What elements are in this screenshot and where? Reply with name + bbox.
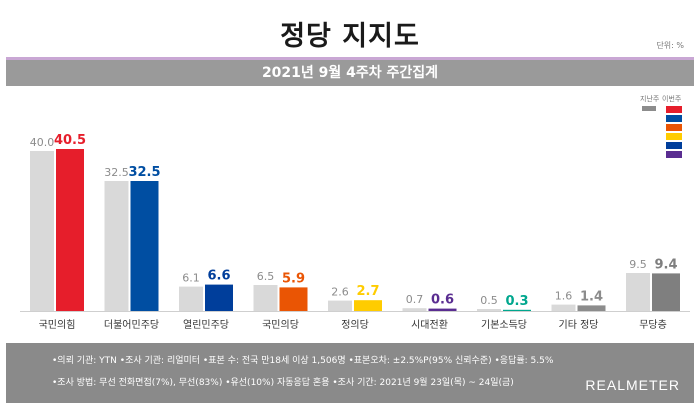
bar-curr-7 [577, 305, 606, 311]
legend-curr-swatch-0 [666, 106, 682, 113]
footer-line-1: •의뢰 기관: YTN •조사 기관: 리얼미터 •표본 수: 전국 만18세 … [52, 356, 554, 366]
bar-curr-4 [354, 300, 382, 311]
brand-logo: REALMETER [585, 377, 680, 393]
bar-prev-0 [30, 151, 54, 311]
legend-curr-swatch-4 [666, 142, 682, 149]
legend-prev-label: 지난주 [640, 95, 660, 103]
category-label-0: 국민의힘 [39, 319, 76, 331]
footer-line-2: •조사 방법: 무선 전화면접(7%), 무선(83%) •유선(10%) 자동… [52, 378, 514, 388]
category-label-4: 정의당 [341, 319, 369, 331]
legend-curr-label: 이번주 [662, 95, 682, 103]
category-label-8: 무당층 [639, 319, 667, 331]
value-label-prev-4: 2.6 [331, 286, 349, 299]
bar-prev-8 [626, 273, 650, 311]
bar-curr-0 [56, 149, 84, 311]
bar-curr-1 [130, 181, 159, 311]
bar-curr-2 [205, 284, 233, 311]
bar-prev-3 [253, 285, 278, 311]
category-label-5: 시대전환 [411, 319, 448, 331]
value-label-prev-0: 40.0 [30, 136, 55, 149]
value-label-curr-1: 32.5 [128, 165, 160, 180]
category-label-1: 더불어민주당 [104, 319, 159, 331]
legend-curr-swatch-5 [666, 151, 682, 158]
value-label-prev-6: 0.5 [480, 294, 498, 307]
bar-prev-4 [328, 300, 352, 311]
value-label-curr-8: 9.4 [654, 257, 677, 272]
value-label-prev-2: 6.1 [182, 272, 200, 285]
unit-label: 단위: % [656, 41, 684, 50]
bar-prev-1 [104, 181, 129, 311]
legend-curr-swatch-1 [666, 115, 682, 122]
footer-panel: •의뢰 기관: YTN •조사 기관: 리얼미터 •표본 수: 전국 만18세 … [6, 343, 694, 403]
bar-prev-6 [477, 309, 501, 311]
category-label-3: 국민의당 [262, 319, 299, 331]
bar-curr-3 [279, 287, 308, 311]
legend-curr-swatch-2 [666, 124, 682, 131]
subtitle-banner: 2021년 9월 4주차 주간집계 [6, 60, 694, 86]
chart-subtitle: 2021년 9월 4주차 주간집계 [261, 65, 439, 81]
category-label-2: 열린민주당 [183, 319, 229, 331]
value-label-prev-7: 1.6 [555, 290, 573, 303]
bar-curr-5 [428, 308, 457, 311]
value-label-curr-3: 5.9 [282, 271, 305, 286]
bar-chart: 40.0 40.5 국민의힘 32.5 32.5 더불어민주당 6.1 6.6 열린민주당 6.5… [20, 133, 690, 331]
value-label-prev-3: 6.5 [257, 270, 275, 283]
bar-curr-6 [503, 309, 531, 311]
bar-prev-2 [179, 286, 203, 311]
category-label-6: 기본소득당 [481, 319, 527, 331]
value-label-curr-6: 0.3 [505, 294, 528, 309]
chart-title: 정당 지지도 [280, 21, 420, 52]
legend-swatches [642, 106, 682, 158]
legend-curr-swatch-3 [666, 133, 682, 140]
value-label-prev-5: 0.7 [406, 293, 424, 306]
banner-accent [6, 57, 694, 60]
bar-prev-7 [551, 304, 576, 311]
value-label-curr-7: 1.4 [580, 289, 603, 304]
value-label-curr-5: 0.6 [431, 293, 454, 308]
value-label-curr-0: 40.5 [54, 133, 86, 148]
category-label-7: 기타 정당 [559, 319, 599, 331]
value-label-prev-1: 32.5 [104, 166, 129, 179]
value-label-curr-4: 2.7 [356, 284, 379, 299]
legend-prev-swatch [642, 106, 656, 111]
bar-curr-8 [652, 273, 680, 311]
value-label-prev-8: 9.5 [629, 258, 647, 271]
value-label-curr-2: 6.6 [207, 269, 230, 284]
bar-prev-5 [402, 308, 427, 311]
